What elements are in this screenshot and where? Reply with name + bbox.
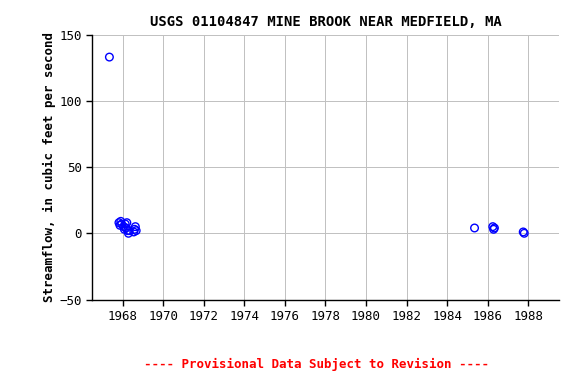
Point <box>131 223 140 230</box>
Point <box>520 230 529 237</box>
Point <box>120 221 130 227</box>
Point <box>123 228 132 234</box>
Point <box>130 226 139 232</box>
Point <box>129 229 138 235</box>
Point <box>131 228 141 234</box>
Y-axis label: Streamflow, in cubic feet per second: Streamflow, in cubic feet per second <box>43 32 56 302</box>
Point <box>518 229 528 235</box>
Point <box>124 230 133 237</box>
Point <box>117 221 126 227</box>
Point <box>470 225 479 231</box>
Point <box>488 223 498 230</box>
Point <box>489 226 498 232</box>
Point <box>115 222 124 228</box>
Point <box>119 223 128 230</box>
Title: USGS 01104847 MINE BROOK NEAR MEDFIELD, MA: USGS 01104847 MINE BROOK NEAR MEDFIELD, … <box>150 15 501 29</box>
Point <box>122 225 131 231</box>
Point <box>105 54 114 60</box>
Text: ---- Provisional Data Subject to Revision ----: ---- Provisional Data Subject to Revisio… <box>145 358 489 371</box>
Point <box>122 220 131 226</box>
Point <box>116 218 126 224</box>
Point <box>114 220 123 226</box>
Point <box>124 228 134 234</box>
Point <box>120 226 129 232</box>
Point <box>490 225 499 231</box>
